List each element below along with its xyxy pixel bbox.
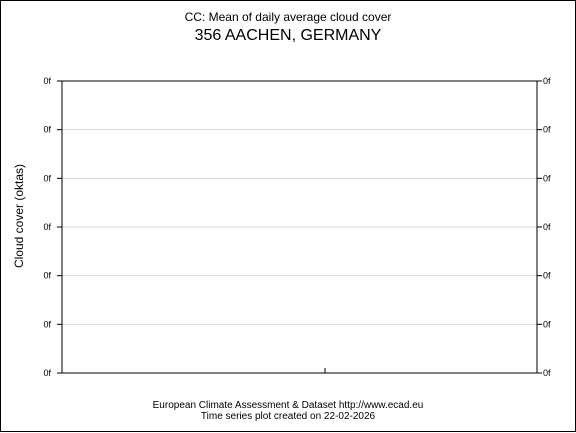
- y-tick-label-left: 0f: [43, 173, 51, 183]
- chart-subtitle: 356 AACHEN, GERMANY: [194, 27, 382, 44]
- y-tick-label-left: 0f: [43, 222, 51, 232]
- grid-lines: [62, 129, 537, 325]
- y-tick-label-left: 0f: [43, 368, 51, 378]
- y-tick-label-left: 0f: [43, 319, 51, 329]
- y-tick-label-right: 0f: [543, 76, 551, 86]
- y-tick-label-left: 0f: [43, 271, 51, 281]
- y-tick-label-right: 0f: [543, 222, 551, 232]
- y-tick-label-right: 0f: [543, 319, 551, 329]
- footer-created: Time series plot created on 22-02-2026: [200, 411, 376, 422]
- y-axis-ticks: 0f 0f 0f 0f 0f 0f 0f 0f 0f 0f 0f 0f 0f 0f: [43, 76, 551, 378]
- y-tick-label-right: 0f: [543, 125, 551, 135]
- footer-source: European Climate Assessment & Dataset ht…: [152, 400, 424, 411]
- y-tick-label-left: 0f: [43, 125, 51, 135]
- y-tick-label-left: 0f: [43, 76, 51, 86]
- y-tick-label-right: 0f: [543, 368, 551, 378]
- y-tick-label-right: 0f: [543, 173, 551, 183]
- chart-title: CC: Mean of daily average cloud cover: [184, 10, 392, 24]
- y-tick-label-right: 0f: [543, 271, 551, 281]
